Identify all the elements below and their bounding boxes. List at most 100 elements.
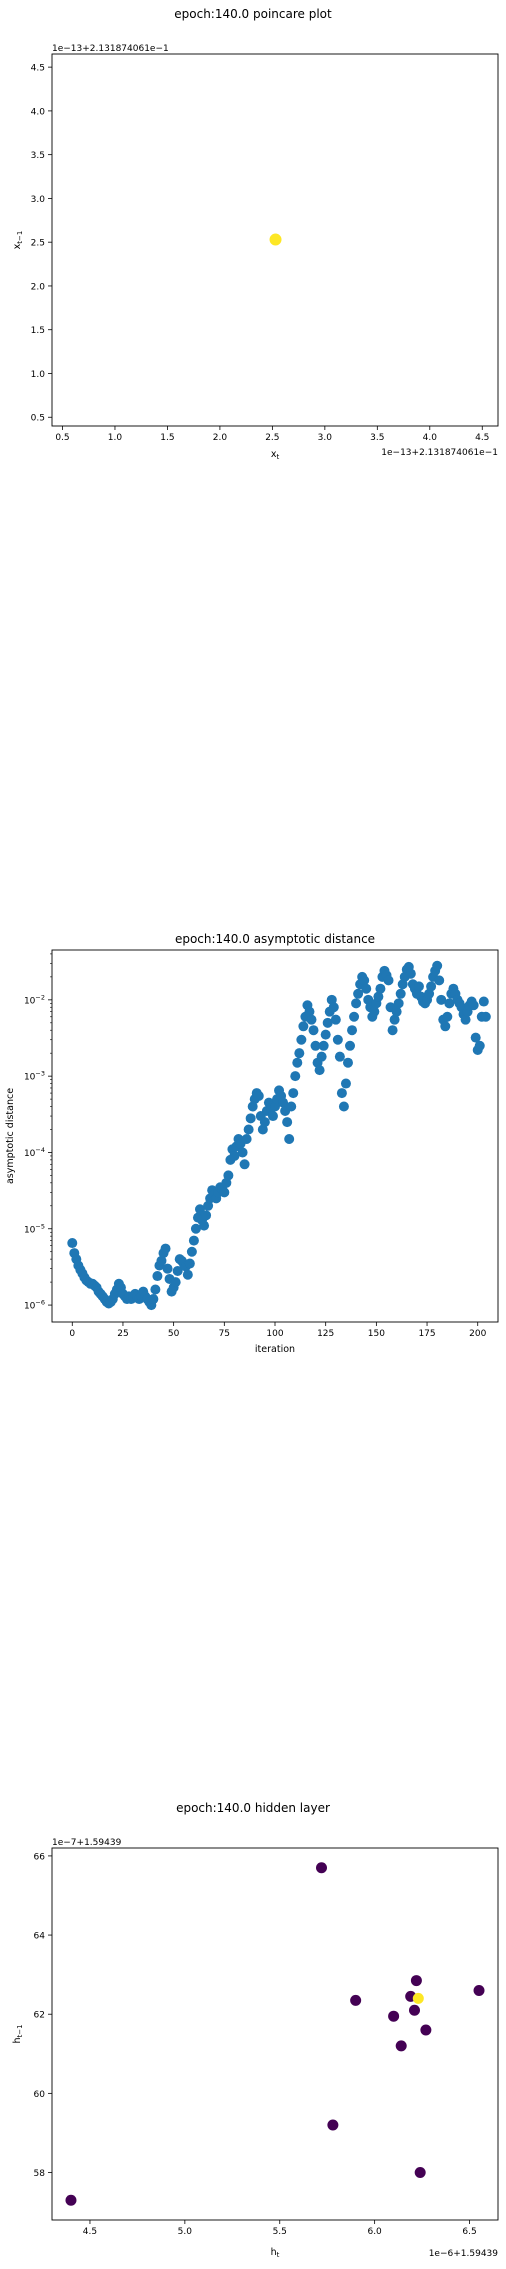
asymptotic-point [182, 1269, 193, 1280]
asymptotic-x-tick-label: 200 [469, 1329, 486, 1339]
asymptotic-point [330, 1014, 341, 1025]
asymptotic-chart: epoch:140.0 asymptotic distance 0 25 50 75 1… [5, 932, 499, 1355]
asymptotic-point [405, 968, 416, 979]
asymptotic-point [306, 1014, 317, 1025]
asymptotic-point [219, 1187, 230, 1198]
asymptotic-point [389, 1014, 400, 1025]
asymptotic-point [241, 1134, 252, 1145]
asymptotic-y-ticks: 10−6 10−5 10−4 10−3 10−2 [24, 953, 52, 1312]
hidden-layer-point [315, 1862, 327, 1874]
asymptotic-point [334, 1051, 345, 1062]
asymptotic-point [395, 988, 406, 999]
asymptotic-point [434, 975, 445, 986]
asymptotic-point [314, 1065, 325, 1076]
asymptotic-point [426, 981, 437, 992]
asymptotic-y-tick-label: 10−4 [24, 1146, 45, 1159]
asymptotic-x-tick-label: 0 [69, 1329, 75, 1339]
hidden-layer-title: epoch:140.0 hidden layer [176, 1801, 330, 1815]
hidden-layer-y-tick-label: 58 [34, 2169, 46, 2179]
asymptotic-point [190, 1223, 201, 1234]
hidden-layer-y-label: ht−1 [12, 2024, 24, 2043]
poincare-title: epoch:140.0 poincare plot [174, 7, 332, 21]
asymptotic-point [288, 1088, 299, 1099]
poincare-x-tick-label: 4.5 [475, 433, 489, 443]
asymptotic-point [345, 1040, 356, 1051]
asymptotic-point [353, 988, 364, 999]
hidden-layer-plot-area [51, 1847, 499, 2221]
asymptotic-point [318, 1040, 329, 1051]
poincare-x-offset: 1e−13+2.131874061e−1 [381, 448, 498, 458]
asymptotic-point [332, 1034, 343, 1045]
hidden-layer-points [65, 1862, 485, 2206]
hidden-layer-point [414, 2167, 426, 2179]
hidden-layer-point [65, 2194, 77, 2206]
asymptotic-x-tick-label: 175 [418, 1329, 435, 1339]
poincare-y-tick-label: 2.0 [31, 282, 46, 292]
hidden-layer-x-tick-label: 5.5 [273, 2227, 287, 2237]
asymptotic-point [253, 1090, 264, 1101]
poincare-x-tick-label: 2.0 [213, 433, 228, 443]
hidden-layer-x-tick-label: 4.5 [83, 2227, 97, 2237]
asymptotic-point [336, 1088, 347, 1099]
asymptotic-point [359, 975, 370, 986]
poincare-y-label: xt−1 [12, 231, 24, 250]
asymptotic-point [284, 1134, 295, 1145]
asymptotic-point [267, 1111, 278, 1122]
hidden-layer-point [350, 1994, 362, 2006]
asymptotic-plot-area [51, 949, 499, 1323]
asymptotic-point [391, 1006, 402, 1017]
poincare-points [269, 233, 282, 246]
asymptotic-x-label: iteration [255, 1344, 295, 1355]
poincare-y-tick-label: 3.5 [31, 151, 45, 161]
asymptotic-y-tick-label: 10−6 [24, 1299, 45, 1312]
hidden-layer-point [395, 2040, 407, 2052]
asymptotic-x-ticks: 0 25 50 75 100 125 150 175 200 [69, 1322, 487, 1339]
hidden-layer-x-offset: 1e−6+1.59439 [429, 2249, 499, 2259]
poincare-x-label: xt [271, 449, 280, 461]
asymptotic-point [322, 1017, 333, 1028]
asymptotic-point [361, 983, 372, 994]
asymptotic-y-label: asymptotic distance [5, 1088, 16, 1184]
asymptotic-points [67, 960, 491, 1311]
asymptotic-x-tick-label: 75 [219, 1329, 230, 1339]
poincare-x-ticks: 0.5 1.0 1.5 2.0 2.5 3.0 3.5 4.0 4.5 [55, 426, 489, 443]
hidden-layer-point [410, 1975, 422, 1987]
asymptotic-point [470, 1032, 481, 1043]
asymptotic-point [393, 998, 404, 1009]
asymptotic-point [148, 1294, 159, 1305]
asymptotic-point [340, 1078, 351, 1089]
poincare-y-tick-label: 0.5 [31, 414, 45, 424]
asymptotic-y-tick-label: 10−2 [24, 993, 45, 1006]
hidden-layer-point [473, 1984, 485, 1996]
poincare-x-tick-label: 3.5 [370, 433, 384, 443]
asymptotic-point [310, 1040, 321, 1051]
hidden-layer-y-ticks: 58 60 62 64 66 [34, 1852, 52, 2179]
poincare-y-offset: 1e−13+2.131874061e−1 [52, 44, 169, 54]
asymptotic-point [474, 1040, 485, 1051]
asymptotic-point [338, 1101, 349, 1112]
hidden-layer-point [408, 2004, 420, 2016]
asymptotic-point [349, 1011, 360, 1022]
asymptotic-title: epoch:140.0 asymptotic distance [175, 932, 375, 946]
asymptotic-point [460, 1014, 471, 1025]
asymptotic-point [150, 1284, 161, 1295]
hidden-layer-x-tick-label: 6.5 [462, 2227, 476, 2237]
asymptotic-point [170, 1277, 181, 1288]
hidden-layer-point [327, 2119, 339, 2131]
poincare-y-tick-label: 3.0 [31, 195, 46, 205]
asymptotic-point [298, 1021, 309, 1032]
asymptotic-point [432, 960, 443, 971]
asymptotic-point [383, 975, 394, 986]
asymptotic-point [184, 1258, 195, 1269]
asymptotic-point [480, 1011, 491, 1022]
hidden-layer-x-tick-label: 6.0 [367, 2227, 382, 2237]
hidden-layer-x-label: ht [271, 2247, 280, 2259]
asymptotic-point [387, 1025, 398, 1036]
asymptotic-y-tick-label: 10−3 [24, 1070, 45, 1083]
poincare-y-ticks: 0.5 1.0 1.5 2.0 2.5 3.0 3.5 4.0 4.5 [31, 64, 52, 424]
asymptotic-point [296, 1034, 307, 1045]
asymptotic-point [278, 1097, 289, 1108]
hidden-layer-y-offset: 1e−7+1.59439 [52, 1838, 122, 1848]
asymptotic-point [239, 1159, 250, 1170]
